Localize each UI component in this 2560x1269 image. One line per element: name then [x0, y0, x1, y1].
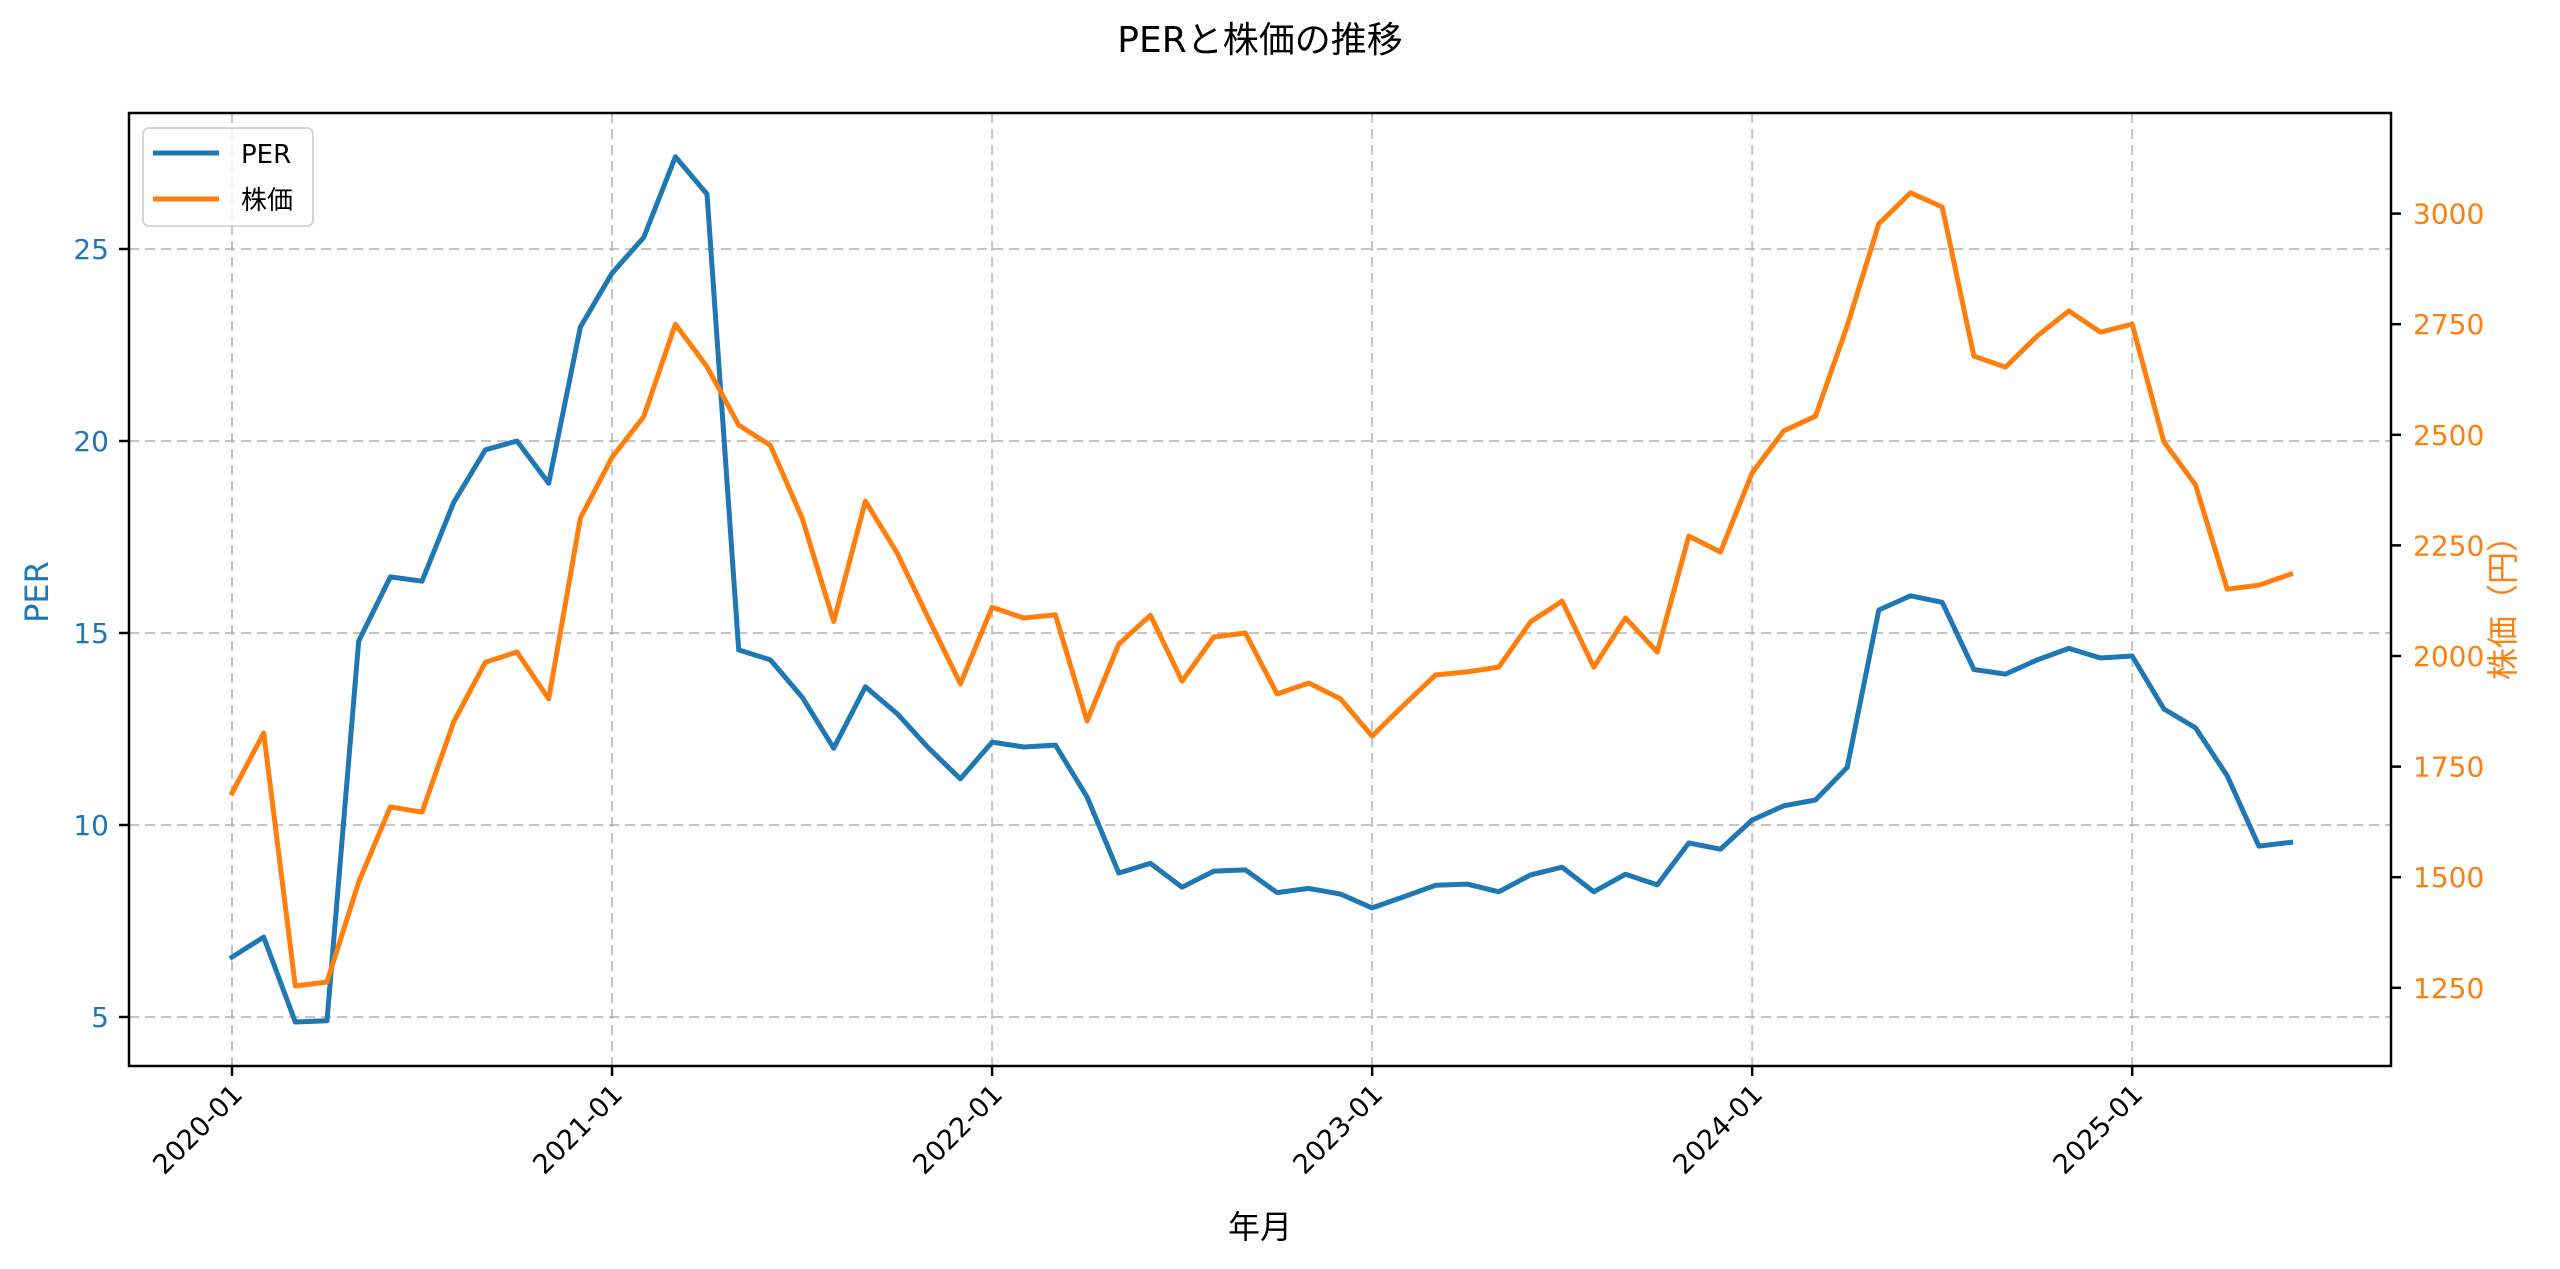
x-tick-label: 2025-01	[2047, 1079, 2149, 1181]
left-tick-label: 20	[73, 425, 109, 458]
left-tick-label: 25	[73, 233, 109, 266]
right-tick-label: 2250	[2413, 529, 2484, 562]
axes-frame	[127, 111, 2393, 1068]
legend: PER 株価	[142, 127, 314, 227]
right-tick-label: 1250	[2413, 972, 2484, 1005]
left-y-axis-label: PER	[18, 561, 56, 623]
right-tick-label: 1500	[2413, 861, 2484, 894]
legend-label-price: 株価	[241, 186, 293, 216]
series-lines	[228, 154, 2294, 1025]
stock-price-line	[228, 190, 2294, 989]
right-tick-label: 1750	[2413, 751, 2484, 784]
right-tick-label: 3000	[2413, 198, 2484, 231]
x-tick-label: 2024-01	[1667, 1079, 1769, 1181]
right-tick-label: 2750	[2413, 308, 2484, 341]
x-tick-label: 2023-01	[1287, 1079, 1389, 1181]
left-tick-label: 5	[91, 1001, 109, 1034]
x-axis-label: 年月	[1228, 1208, 1292, 1246]
right-tick-label: 2000	[2413, 640, 2484, 673]
grid-lines	[129, 113, 2391, 1066]
x-axis: 2020-01 2021-01 2022-01 2023-01 2024-01 2025-…	[147, 1066, 2149, 1181]
x-tick-label: 2022-01	[907, 1079, 1009, 1181]
right-y-axis: 1250 1500 1750 2000 2250 2500 2750 3000	[2391, 198, 2484, 1005]
left-tick-label: 10	[73, 809, 109, 842]
per-line	[228, 154, 2294, 1025]
legend-label-per: PER	[241, 140, 291, 170]
x-tick-label: 2021-01	[527, 1079, 629, 1181]
left-y-axis: 5 10 15 20 25	[73, 233, 129, 1034]
chart-title: PERと株価の推移	[1117, 20, 1402, 61]
left-tick-label: 15	[73, 617, 109, 650]
right-tick-label: 2500	[2413, 419, 2484, 452]
right-y-axis-label: 株価（円）	[2484, 520, 2522, 680]
x-tick-label: 2020-01	[147, 1079, 249, 1181]
